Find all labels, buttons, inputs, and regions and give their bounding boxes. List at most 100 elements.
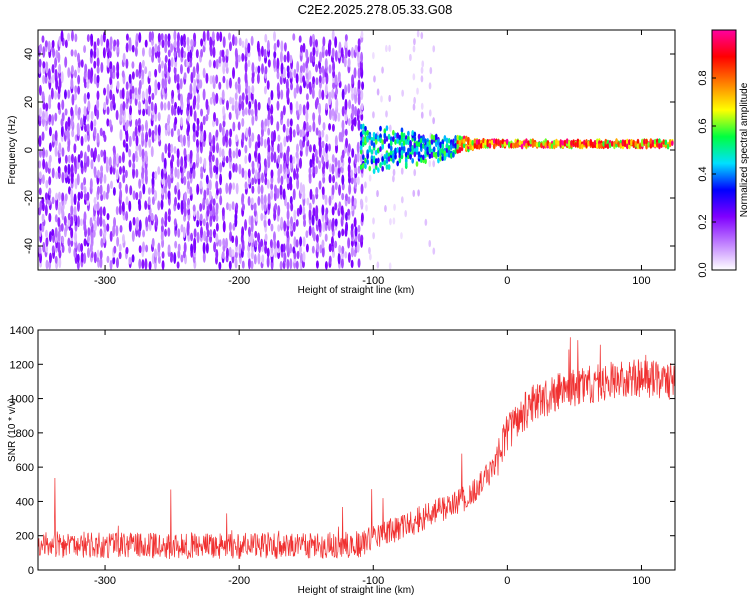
spectrogram-cell: [221, 148, 225, 158]
spectrogram-cell: [325, 133, 329, 143]
spectrogram-cell: [137, 117, 141, 126]
spectrogram-cell: [148, 138, 152, 148]
spectrogram-cell: [372, 217, 375, 225]
spectrogram-cell: [96, 47, 100, 59]
spectrogram-cell: [63, 215, 67, 226]
spectrogram-cell: [647, 141, 651, 148]
spectrogram-cell: [379, 133, 382, 140]
spectrogram-cell: [257, 252, 261, 265]
spectrogram-cell: [64, 154, 68, 164]
spectrogram-cell: [167, 174, 171, 185]
spectrogram-cell: [180, 93, 184, 106]
spectrogram-cell: [260, 135, 264, 147]
spectrogram-cell: [270, 90, 274, 101]
spectrogram-cell: [215, 157, 219, 168]
spectrogram-cell: [396, 160, 400, 167]
spectrogram-cell: [208, 59, 212, 68]
spectrogram-cell: [334, 49, 338, 62]
spectrogram-cell: [38, 107, 42, 117]
spectrogram-cell: [267, 193, 271, 205]
spectrogram-cell: [400, 149, 404, 156]
spectrogram-cell: [477, 138, 481, 145]
spectrogram-cell: [86, 155, 90, 168]
spectrogram-cell: [510, 142, 513, 149]
spectrogram-cell: [321, 65, 325, 74]
spectrogram-cell: [206, 30, 210, 41]
spectrogram-cell: [93, 219, 97, 232]
spectrogram-cell: [244, 107, 248, 116]
spectrogram-cell: [128, 159, 132, 168]
spectrogram-cell: [384, 205, 387, 213]
spectrogram-cell: [251, 85, 255, 95]
spectrogram-cell: [66, 129, 70, 142]
spectrogram-cell: [154, 102, 158, 115]
spectrogram-cell: [372, 232, 375, 240]
spectrogram-cell: [266, 179, 270, 189]
spectrogram-cell: [151, 46, 155, 58]
spectrogram-cell: [359, 144, 363, 151]
colorbar-tick-label: 0.4: [697, 166, 709, 181]
spectrogram-cell: [232, 150, 236, 159]
spectrogram-cell: [171, 89, 175, 99]
spectrogram-cell: [167, 114, 171, 122]
spectrogram-cell: [443, 135, 447, 141]
spectrogram-cell: [364, 181, 367, 189]
spectrogram-cell: [443, 155, 447, 161]
spectrogram-cell: [376, 189, 379, 198]
spectrogram-cell: [113, 245, 117, 254]
spectrogram-cell: [225, 129, 229, 138]
spectrogram-cell: [394, 153, 397, 160]
spectrogram-cell: [138, 178, 142, 189]
spectrogram-cell: [293, 168, 297, 181]
spectrogram-cell: [54, 227, 58, 238]
spectrogram-cell: [413, 131, 417, 138]
spectrogram-cell: [341, 192, 345, 201]
spectrogram-cell: [344, 128, 348, 136]
spectrogram-cell: [377, 147, 380, 154]
spectrogram-cell: [167, 190, 171, 200]
spectrogram-cell: [222, 220, 226, 233]
spectrogram-cell: [283, 171, 287, 180]
spectrogram-cell: [445, 142, 449, 149]
spectrogram-cell: [90, 67, 94, 79]
spectrogram-cell: [303, 218, 306, 228]
spectrogram-cell: [331, 108, 335, 117]
spectrogram-cell: [216, 142, 219, 154]
spectrogram-cell: [64, 56, 68, 68]
spectrogram-cell: [86, 34, 90, 43]
spectrogram-cell: [54, 145, 58, 158]
spectrogram-cell: [354, 153, 358, 165]
spectrogram-cell: [184, 191, 188, 202]
spectrogram-cell: [666, 143, 670, 150]
spectrogram-cell: [343, 56, 347, 68]
spectrogram-cell: [174, 101, 177, 110]
spectrogram-cell: [392, 217, 396, 225]
spectrogram-cell: [283, 54, 287, 63]
spectrogram-cell: [244, 170, 248, 180]
spectrogram-cell: [126, 119, 130, 128]
spectrogram-cell: [77, 215, 80, 228]
spectrogram-cell: [325, 102, 328, 111]
spectrogram-cell: [428, 82, 432, 90]
spectrogram-cell: [248, 226, 251, 237]
spectrogram-cell: [241, 52, 245, 62]
spectrogram-cell: [222, 120, 226, 128]
spectrogram-cell: [296, 207, 300, 217]
spectrogram-cell: [205, 72, 209, 84]
spectrogram-cell: [116, 61, 120, 74]
spectrogram-cell: [54, 57, 58, 68]
spectrogram-cell: [173, 72, 177, 84]
spectrogram-cell: [150, 212, 154, 222]
spectrogram-cell: [44, 204, 48, 217]
spectrogram-cell: [167, 214, 171, 223]
spectrogram-cell: [360, 234, 364, 243]
spectrogram-cell: [125, 196, 129, 206]
spectrogram-cell: [167, 227, 171, 237]
spectrogram-cell: [215, 248, 219, 260]
spectrogram-cell: [439, 142, 442, 149]
spectrogram-cell: [160, 224, 164, 233]
spectrogram-cell: [417, 133, 421, 140]
spectrogram-cell: [109, 36, 113, 47]
spectrogram-cell: [263, 213, 267, 221]
spectrogram-cell: [170, 128, 174, 138]
